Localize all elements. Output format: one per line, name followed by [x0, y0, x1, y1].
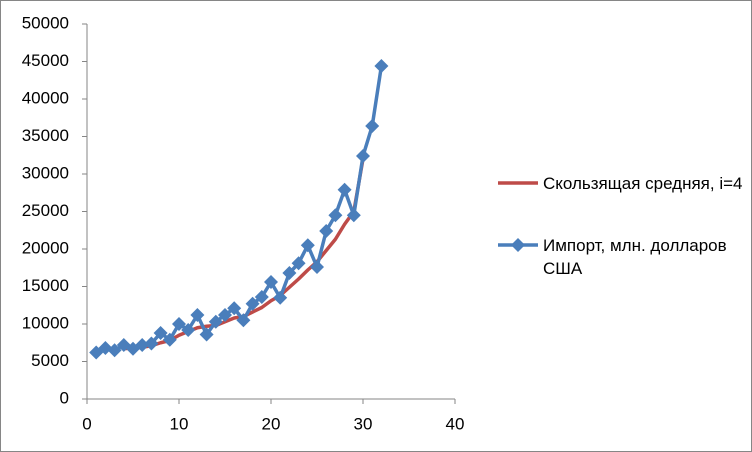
legend-marker — [511, 238, 525, 252]
marker — [337, 182, 352, 197]
y-tick-label: 10000 — [22, 313, 69, 332]
marker — [319, 224, 334, 238]
y-tick-label: 15000 — [22, 276, 69, 295]
marker — [208, 314, 223, 329]
marker — [181, 323, 196, 337]
marker — [310, 260, 324, 274]
marker — [218, 308, 232, 322]
y-tick-label: 35000 — [22, 126, 69, 145]
marker — [254, 290, 269, 304]
marker — [291, 256, 306, 271]
x-tick-label: 20 — [262, 414, 281, 433]
x-tick-label: 0 — [82, 414, 91, 433]
marker — [346, 208, 361, 223]
marker — [236, 313, 251, 328]
marker — [199, 327, 214, 342]
y-tick-label: 5000 — [31, 351, 69, 370]
marker — [144, 336, 159, 351]
marker — [273, 290, 288, 305]
marker — [107, 343, 122, 358]
legend-label: Импорт, млн. долларов США — [543, 236, 727, 278]
legend-label: Скользящая средняя, i=4 — [543, 174, 743, 193]
marker — [172, 317, 186, 331]
marker — [245, 296, 260, 311]
marker — [190, 308, 205, 322]
marker — [162, 332, 177, 347]
marker — [365, 119, 380, 133]
y-tick-label: 30000 — [22, 163, 69, 182]
marker — [135, 338, 150, 352]
y-tick-label: 0 — [60, 388, 69, 407]
x-tick-label: 40 — [446, 414, 465, 433]
x-tick-label: 10 — [170, 414, 189, 433]
marker — [282, 266, 297, 280]
marker — [264, 275, 278, 289]
marker — [227, 301, 242, 316]
marker — [356, 149, 370, 163]
marker — [374, 59, 389, 73]
marker — [328, 208, 343, 223]
marker — [153, 326, 168, 340]
y-tick-label: 25000 — [22, 201, 69, 220]
y-tick-label: 45000 — [22, 51, 69, 70]
y-tick-label: 20000 — [22, 238, 69, 257]
x-tick-label: 30 — [354, 414, 373, 433]
y-tick-label: 40000 — [22, 88, 69, 107]
y-tick-label: 50000 — [22, 13, 69, 32]
marker — [300, 238, 315, 253]
